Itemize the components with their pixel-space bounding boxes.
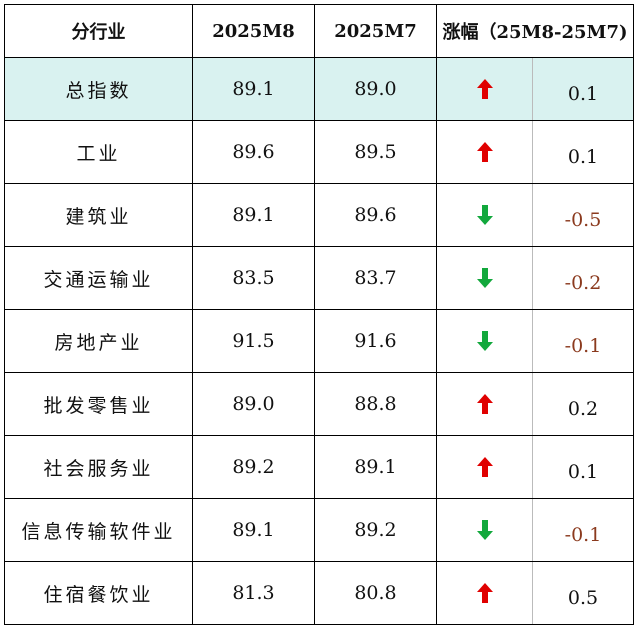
value-2025m7: 91.6 [314,309,437,373]
value-2025m8: 89.2 [192,435,315,499]
table-row: 总指数 89.1 89.0 0.1 [4,57,634,121]
industry-name: 社会服务业 [4,435,193,499]
header-change: 涨幅（25M8-25M7) [436,4,634,58]
value-2025m8: 81.3 [192,561,315,625]
value-2025m8: 89.6 [192,120,315,184]
table-row: 建筑业 89.1 89.6 -0.5 [4,183,634,247]
value-2025m7: 89.2 [314,498,437,562]
value-2025m7: 89.1 [314,435,437,499]
arrow-up-icon [476,457,493,477]
arrow-up-icon [476,79,493,99]
value-2025m7: 83.7 [314,246,437,310]
industry-name: 住宿餐饮业 [4,561,193,625]
direction-cell [436,57,533,121]
value-2025m7: 89.5 [314,120,437,184]
change-value: 0.1 [532,435,634,499]
table-row: 交通运输业 83.5 83.7 -0.2 [4,246,634,310]
value-2025m7: 80.8 [314,561,437,625]
table-row: 批发零售业 89.0 88.8 0.2 [4,372,634,436]
industry-name: 建筑业 [4,183,193,247]
industry-name: 交通运输业 [4,246,193,310]
header-row: 分行业 2025M8 2025M7 涨幅（25M8-25M7) [4,4,634,58]
table-body: 总指数 89.1 89.0 0.1 工业 89.6 89.5 0.1 建筑业 89.1 89.6 -0… [4,57,634,625]
arrow-down-icon [476,520,493,540]
industry-name: 批发零售业 [4,372,193,436]
value-2025m7: 89.6 [314,183,437,247]
value-2025m8: 89.1 [192,57,315,121]
arrow-up-icon [476,142,493,162]
value-2025m7: 89.0 [314,57,437,121]
header-2025m7: 2025M7 [314,4,437,58]
change-value: 0.2 [532,372,634,436]
value-2025m8: 89.0 [192,372,315,436]
table-row: 住宿餐饮业 81.3 80.8 0.5 [4,561,634,625]
direction-cell [436,372,533,436]
header-2025m8: 2025M8 [192,4,315,58]
change-value: 0.1 [532,57,634,121]
direction-cell [436,183,533,247]
value-2025m7: 88.8 [314,372,437,436]
change-value: -0.5 [532,183,634,247]
table-row: 房地产业 91.5 91.6 -0.1 [4,309,634,373]
change-value: 0.1 [532,120,634,184]
change-value: -0.1 [532,498,634,562]
header-industry: 分行业 [4,4,193,58]
direction-cell [436,561,533,625]
change-value: -0.2 [532,246,634,310]
value-2025m8: 83.5 [192,246,315,310]
industry-index-table: 分行业 2025M8 2025M7 涨幅（25M8-25M7) 总指数 89.1 8… [4,4,634,625]
table-row: 信息传输软件业 89.1 89.2 -0.1 [4,498,634,562]
arrow-down-icon [476,331,493,351]
value-2025m8: 89.1 [192,498,315,562]
value-2025m8: 91.5 [192,309,315,373]
industry-name: 信息传输软件业 [4,498,193,562]
table-row: 社会服务业 89.2 89.1 0.1 [4,435,634,499]
change-value: 0.5 [532,561,634,625]
change-value: -0.1 [532,309,634,373]
industry-name: 工业 [4,120,193,184]
industry-name: 总指数 [4,57,193,121]
value-2025m8: 89.1 [192,183,315,247]
table-row: 工业 89.6 89.5 0.1 [4,120,634,184]
arrow-down-icon [476,268,493,288]
direction-cell [436,498,533,562]
direction-cell [436,120,533,184]
arrow-up-icon [476,583,493,603]
direction-cell [436,435,533,499]
industry-name: 房地产业 [4,309,193,373]
arrow-down-icon [476,205,493,225]
direction-cell [436,309,533,373]
direction-cell [436,246,533,310]
arrow-up-icon [476,394,493,414]
